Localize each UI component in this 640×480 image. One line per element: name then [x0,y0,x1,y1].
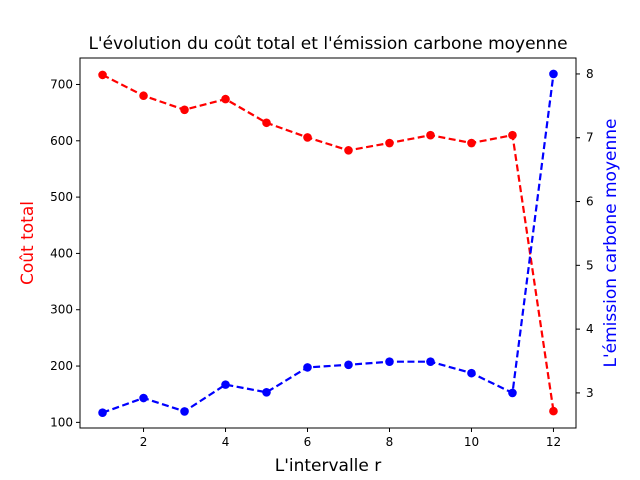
data-point-left-6 [303,133,312,142]
right-y-tick-label: 8 [586,67,594,81]
right-y-tick-label: 5 [586,258,594,272]
x-tick-label: 2 [140,435,148,449]
data-point-left-2 [139,91,148,101]
right-y-axis-label: L'émission carbone moyenne [601,119,621,368]
x-tick-label: 6 [304,435,312,449]
data-point-right-12 [549,69,558,79]
data-point-right-2 [139,393,148,403]
data-point-left-9 [426,130,435,140]
data-point-right-8 [385,357,394,366]
data-point-left-3 [180,105,189,115]
data-point-right-9 [426,357,435,366]
plot-frame [79,57,577,429]
left-y-axis-label: Coût total [18,201,38,285]
data-point-right-10 [467,368,476,378]
data-point-right-3 [180,407,189,416]
right-y-tick-label: 3 [586,386,594,400]
series-line-right [102,73,555,414]
data-point-left-8 [385,138,394,148]
left-y-tick-label: 500 [50,190,73,204]
series-line-left [102,73,555,412]
x-axis-label: L'intervalle r [275,456,382,476]
data-point-right-5 [262,387,271,397]
data-point-right-11 [508,388,517,398]
left-y-tick-label: 700 [50,77,73,91]
left-y-tick-label: 100 [50,415,73,429]
right-y-tick-label: 7 [586,131,594,145]
data-point-left-5 [262,118,271,128]
data-point-left-4 [221,94,230,104]
x-axis: 2 4 6 8 10 12 [140,428,561,449]
chart-title: L'évolution du coût total et l'émission … [88,34,567,54]
data-point-right-1 [98,408,107,417]
right-y-axis: 3 4 5 6 7 8 [576,67,594,400]
data-point-left-11 [508,130,517,140]
data-point-right-6 [303,363,312,372]
x-tick-label: 4 [222,435,230,449]
x-tick-label: 10 [464,435,479,449]
left-y-axis: 100 200 300 400 500 600 700 [50,77,80,429]
data-point-left-10 [467,138,476,148]
left-y-tick-label: 200 [50,359,73,373]
x-tick-label: 12 [546,435,561,449]
right-y-tick-label: 4 [586,322,594,336]
data-point-left-7 [344,146,353,155]
left-y-tick-label: 300 [50,303,73,317]
data-point-left-1 [98,70,107,80]
left-y-tick-label: 400 [50,246,73,260]
x-tick-label: 8 [386,435,394,449]
chart-marks [98,69,558,417]
right-y-tick-label: 6 [586,195,594,209]
left-y-tick-label: 600 [50,134,73,148]
data-point-right-4 [221,380,230,389]
data-point-left-12 [549,406,558,416]
data-point-right-7 [344,360,353,370]
